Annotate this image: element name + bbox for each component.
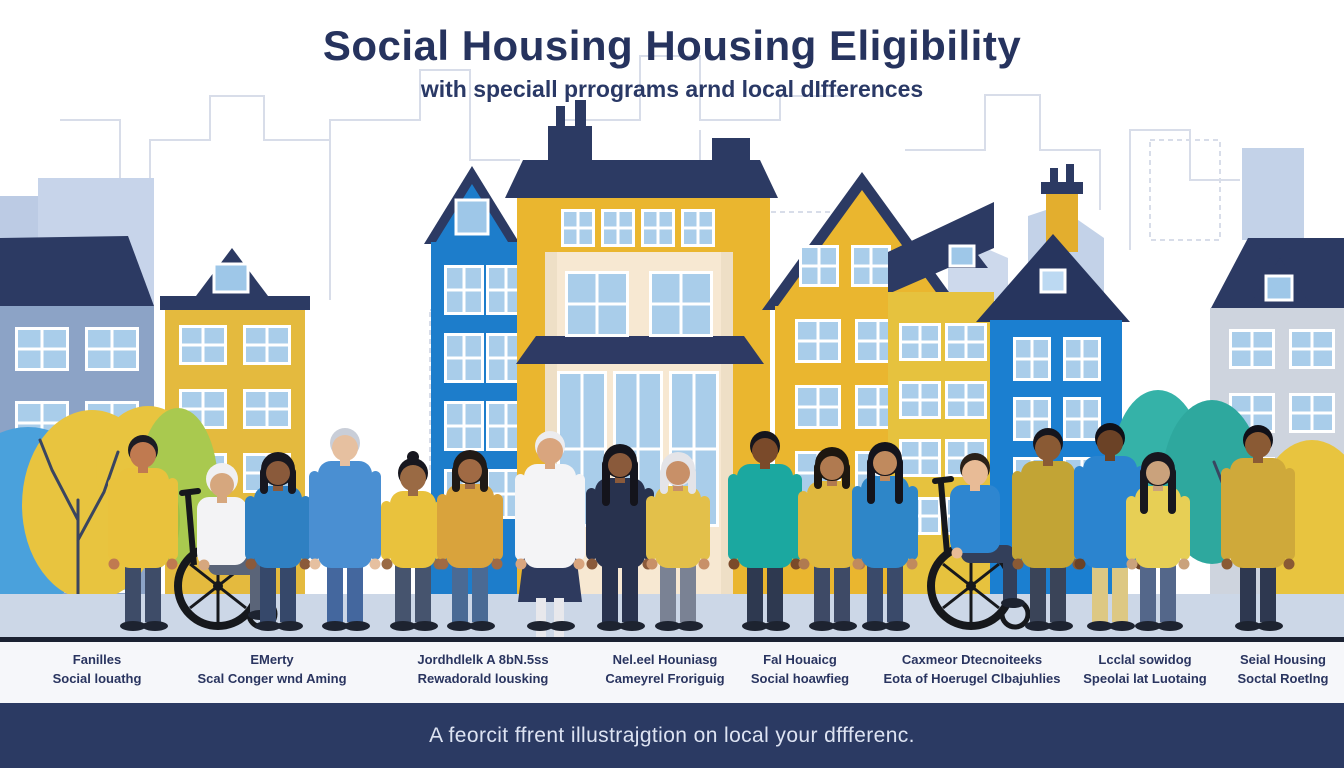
person (1221, 425, 1295, 631)
person (437, 450, 503, 631)
window (444, 265, 484, 315)
footer-caption: A feorcit ffrent illustrajgtion on local… (429, 723, 915, 747)
person (108, 435, 178, 631)
category-label-1: Fanilles Social louathg (53, 651, 142, 689)
category-label-8: Seial Housing Soctal Roetlng (1237, 651, 1328, 689)
window (1289, 329, 1335, 369)
category-label-5: Fal Houaicg Social hoawfieg (751, 651, 849, 689)
category-label-6: Caxmeor Dtecnoiteeks Eota of Hoerugel Clb… (884, 651, 1061, 689)
window (899, 381, 941, 419)
person (515, 431, 585, 642)
window (1289, 393, 1335, 433)
category-label-line1: Caxmeor Dtecnoiteeks (901, 652, 1043, 667)
person (646, 452, 710, 631)
person (1012, 428, 1084, 631)
window (945, 323, 987, 361)
yellow-right-building (888, 202, 994, 642)
window (15, 327, 69, 371)
window (85, 327, 139, 371)
window (641, 209, 675, 247)
ground-divider-line (0, 637, 1344, 642)
category-label-line1: EMerty (250, 652, 294, 667)
category-label-line1: Fal Houaicg (763, 652, 837, 667)
category-label-line1: Seial Housing (1240, 652, 1326, 667)
category-label-line1: Fanilles (72, 652, 122, 667)
category-label-4: Nel.eel Houniasg Cameyrel Froriguig (605, 651, 724, 689)
window (945, 381, 987, 419)
window (795, 319, 841, 363)
window (795, 385, 841, 429)
window (649, 271, 713, 337)
person (245, 452, 311, 631)
trees (0, 390, 1344, 616)
people-group (108, 423, 1295, 642)
window (601, 209, 635, 247)
window (799, 245, 839, 287)
category-label-line2: Social hoawfieg (750, 670, 850, 686)
window (1013, 337, 1051, 381)
category-label-line1: Lcclal sowidog (1098, 652, 1192, 667)
category-label-line2: Scal Conger wnd Aming (197, 670, 347, 686)
window (1063, 337, 1101, 381)
window (179, 325, 227, 365)
window (561, 209, 595, 247)
category-label-line1: Nel.eel Houniasg (612, 652, 718, 667)
person (309, 428, 381, 631)
category-label-line1: Jordhdlelk A 8bN.5ss (417, 652, 549, 667)
window (243, 325, 291, 365)
window (681, 209, 715, 247)
window (243, 389, 291, 429)
person-in-wheelchair (927, 453, 1031, 630)
window (899, 439, 941, 477)
category-label-7: Lcclal sowidog Speolai lat Luotaing (1083, 651, 1207, 689)
window (851, 245, 891, 287)
category-label-line2: Rewadorald lousking (417, 670, 549, 686)
person (852, 442, 918, 631)
category-label-line2: Soctal Roetlng (1237, 670, 1329, 686)
person (1126, 452, 1190, 631)
category-label-3: Jordhdlelk A 8bN.5ss Rewadorald lousking (417, 651, 548, 689)
window (1229, 329, 1275, 369)
window (899, 323, 941, 361)
category-label-2: EMerty Scal Conger wnd Aming (197, 651, 346, 689)
illustration-scene (0, 55, 1344, 642)
category-label-band: Fanilles Social louathg EMerty Scal Conger … (0, 642, 1344, 703)
window (1063, 397, 1101, 441)
bare-tree-left (38, 438, 120, 600)
footer-bar: A feorcit ffrent illustrajgtion on local… (0, 703, 1344, 768)
category-label-line2: Cameyrel Froriguig (605, 670, 725, 686)
category-label-line2: Eota of Hoerugel Clbajuhlies (883, 670, 1061, 686)
window (565, 271, 629, 337)
blue-gable-building (424, 166, 527, 642)
window (444, 401, 484, 451)
category-label-line2: Speolai lat Luotaing (1083, 670, 1207, 686)
window (444, 333, 484, 383)
category-label-line2: Social louathg (52, 670, 142, 686)
